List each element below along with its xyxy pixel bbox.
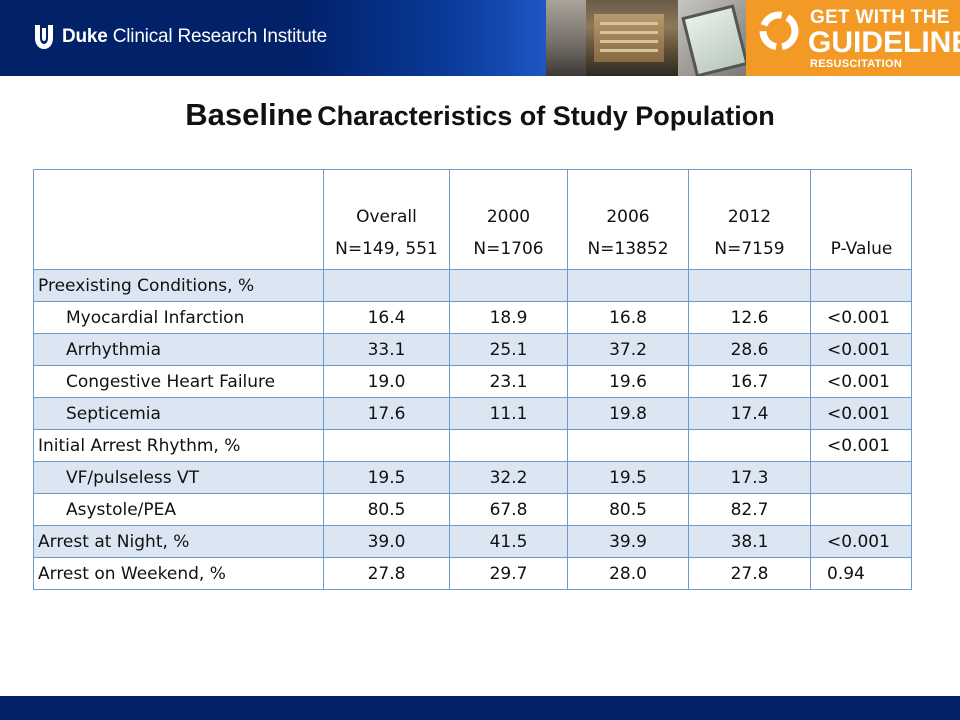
- gwtg-badge: GET WITH THE GUIDELINES RESUSCITATION: [746, 0, 960, 76]
- gwtg-line2: GUIDELINES: [808, 26, 960, 59]
- cell-2006: 19.8: [567, 397, 689, 430]
- cell-2000: [449, 429, 568, 462]
- cell-pvalue: <0.001: [810, 525, 912, 558]
- cell-pvalue: <0.001: [810, 301, 912, 334]
- cell-2000: 67.8: [449, 493, 568, 526]
- row-label: Preexisting Conditions, %: [33, 269, 324, 302]
- gwtg-line3: RESUSCITATION: [810, 58, 903, 70]
- table-row: VF/pulseless VT 19.5 32.2 19.5 17.3: [33, 461, 912, 494]
- cell-overall: 17.6: [323, 397, 450, 430]
- table-row: Arrest on Weekend, % 27.8 29.7 28.0 27.8 0.94: [33, 557, 912, 590]
- cell-2012: [688, 429, 811, 462]
- cell-2006: [567, 269, 689, 302]
- cell-2006: 19.5: [567, 461, 689, 494]
- row-label: Congestive Heart Failure: [33, 365, 324, 398]
- cell-2006: 39.9: [567, 525, 689, 558]
- cell-2012: 27.8: [688, 557, 811, 590]
- cell-2000: 18.9: [449, 301, 568, 334]
- cell-2000: 41.5: [449, 525, 568, 558]
- cell-2012: 16.7: [688, 365, 811, 398]
- cell-pvalue: <0.001: [810, 397, 912, 430]
- row-label: Arrest at Night, %: [33, 525, 324, 558]
- cell-2012: 82.7: [688, 493, 811, 526]
- cell-2006: 80.5: [567, 493, 689, 526]
- row-label: Initial Arrest Rhythm, %: [33, 429, 324, 462]
- duke-shield-icon: [35, 25, 53, 49]
- table-row: Initial Arrest Rhythm, % <0.001: [33, 429, 912, 462]
- table-row: Congestive Heart Failure 19.0 23.1 19.6 16.7…: [33, 365, 912, 398]
- header-cell-2006: 2006 N=13852: [567, 169, 689, 270]
- header-cell-pvalue: P-Value: [810, 169, 912, 270]
- header-photo-building: [586, 0, 678, 76]
- cell-overall: 27.8: [323, 557, 450, 590]
- table-row: Arrhythmia 33.1 25.1 37.2 28.6 <0.001: [33, 333, 912, 366]
- cell-2000: 23.1: [449, 365, 568, 398]
- cell-pvalue: <0.001: [810, 365, 912, 398]
- cell-overall: 33.1: [323, 333, 450, 366]
- cell-overall: 39.0: [323, 525, 450, 558]
- row-label: Arrhythmia: [33, 333, 324, 366]
- header-bar: Duke Clinical Research Institute GET WIT…: [0, 0, 960, 76]
- cell-2000: 11.1: [449, 397, 568, 430]
- cell-2012: 38.1: [688, 525, 811, 558]
- table-row: Preexisting Conditions, %: [33, 269, 912, 302]
- cell-2012: 12.6: [688, 301, 811, 334]
- title-rest: Characteristics of Study Population: [317, 101, 775, 131]
- cell-2006: 19.6: [567, 365, 689, 398]
- cell-2012: [688, 269, 811, 302]
- cell-overall: 16.4: [323, 301, 450, 334]
- cell-2012: 17.3: [688, 461, 811, 494]
- gwtg-ring-icon: [759, 11, 799, 51]
- header-photo-corridor: [546, 0, 586, 76]
- header-gradient: [300, 0, 550, 76]
- cell-overall: 19.5: [323, 461, 450, 494]
- table-row: Arrest at Night, % 39.0 41.5 39.9 38.1 <0.001: [33, 525, 912, 558]
- gwtg-line1: GET WITH THE: [810, 7, 950, 28]
- row-label: Septicemia: [33, 397, 324, 430]
- cell-overall: [323, 269, 450, 302]
- cell-pvalue: [810, 461, 912, 494]
- cell-overall: [323, 429, 450, 462]
- cell-pvalue: [810, 269, 912, 302]
- header-cell-2000: 2000 N=1706: [449, 169, 568, 270]
- baseline-table: Overall N=149, 551 2000 N=1706 2006 N=13852…: [33, 169, 912, 590]
- footer-bar: [0, 696, 960, 720]
- cell-2000: [449, 269, 568, 302]
- table-row: Myocardial Infarction 16.4 18.9 16.8 12.6 <0.…: [33, 301, 912, 334]
- row-label: Asystole/PEA: [33, 493, 324, 526]
- cell-pvalue: <0.001: [810, 429, 912, 462]
- cell-2006: [567, 429, 689, 462]
- cell-2006: 37.2: [567, 333, 689, 366]
- cell-2006: 16.8: [567, 301, 689, 334]
- header-cell-overall: Overall N=149, 551: [323, 169, 450, 270]
- duke-logo: Duke Clinical Research Institute: [34, 24, 327, 50]
- row-label: VF/pulseless VT: [33, 461, 324, 494]
- table-header-row: Overall N=149, 551 2000 N=1706 2006 N=13852…: [33, 169, 912, 270]
- cell-pvalue: [810, 493, 912, 526]
- table-row: Septicemia 17.6 11.1 19.8 17.4 <0.001: [33, 397, 912, 430]
- cell-2000: 25.1: [449, 333, 568, 366]
- cell-2000: 32.2: [449, 461, 568, 494]
- row-label: Myocardial Infarction: [33, 301, 324, 334]
- cell-2000: 29.7: [449, 557, 568, 590]
- cell-pvalue: 0.94: [810, 557, 912, 590]
- header-cell-blank: [33, 169, 324, 270]
- slide-title: Baseline Characteristics of Study Popula…: [0, 97, 960, 133]
- table-row: Asystole/PEA 80.5 67.8 80.5 82.7: [33, 493, 912, 526]
- header-cell-2012: 2012 N=7159: [688, 169, 811, 270]
- cell-pvalue: <0.001: [810, 333, 912, 366]
- header-photo-device: [678, 0, 746, 76]
- brand-name: Duke Clinical Research Institute: [62, 26, 328, 47]
- cell-2006: 28.0: [567, 557, 689, 590]
- cell-2012: 28.6: [688, 333, 811, 366]
- title-word1: Baseline: [185, 97, 313, 132]
- cell-2012: 17.4: [688, 397, 811, 430]
- cell-overall: 80.5: [323, 493, 450, 526]
- cell-overall: 19.0: [323, 365, 450, 398]
- row-label: Arrest on Weekend, %: [33, 557, 324, 590]
